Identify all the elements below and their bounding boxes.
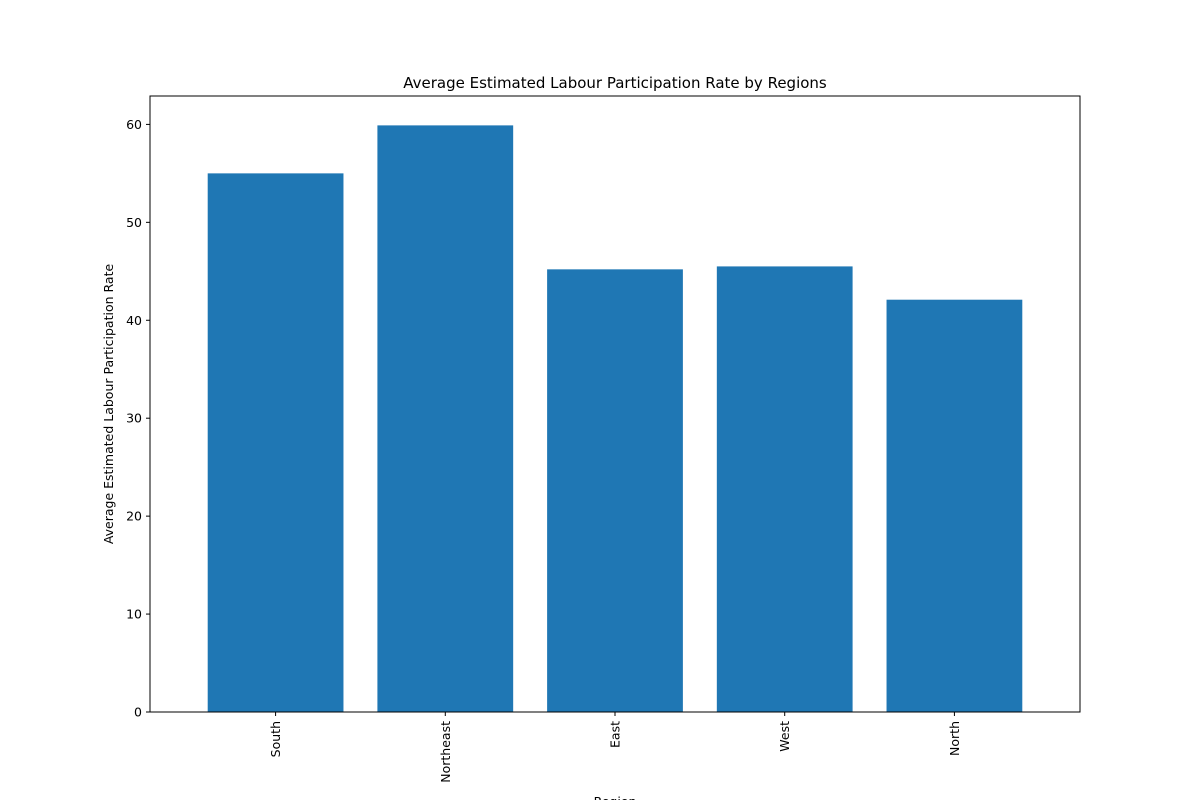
y-tick-label: 50 xyxy=(126,215,142,230)
x-axis-label: Region xyxy=(594,794,637,800)
y-axis-label: Average Estimated Labour Participation R… xyxy=(101,264,116,545)
bar xyxy=(207,173,344,712)
y-tick-label: 30 xyxy=(126,411,142,426)
bar xyxy=(547,269,683,712)
chart-title: Average Estimated Labour Participation R… xyxy=(403,74,827,92)
y-tick-label: 60 xyxy=(126,117,142,132)
x-tick-label: East xyxy=(608,721,623,748)
y-tick-label: 0 xyxy=(134,705,142,720)
y-tick-label: 10 xyxy=(126,607,142,622)
y-tick-label: 20 xyxy=(126,509,142,524)
plot-frame xyxy=(149,95,1081,713)
bar xyxy=(716,266,853,712)
x-tick-label: Northeast xyxy=(438,721,453,783)
x-tick-label: South xyxy=(268,721,283,757)
y-tick-label: 40 xyxy=(126,313,142,328)
bar xyxy=(886,299,1023,712)
bar xyxy=(377,125,514,713)
x-tick-label: North xyxy=(947,721,962,756)
x-tick-label: West xyxy=(777,721,792,752)
